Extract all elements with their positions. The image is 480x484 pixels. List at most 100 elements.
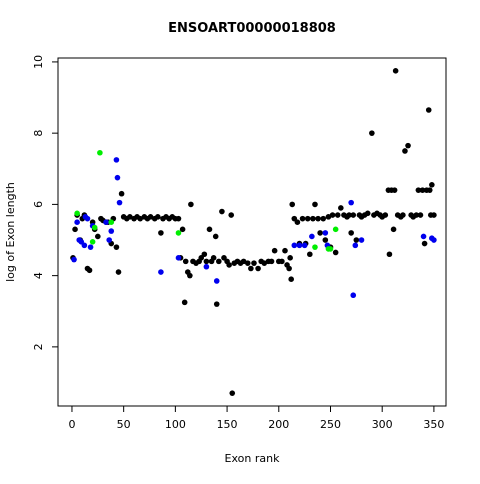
point (95, 233, 101, 240)
point (255, 265, 261, 272)
point (402, 148, 408, 154)
point (358, 237, 365, 243)
point (425, 107, 432, 113)
point (400, 212, 406, 218)
point (106, 237, 112, 243)
point (392, 68, 399, 74)
point (210, 255, 217, 261)
point (304, 215, 311, 222)
point (108, 219, 115, 226)
point (113, 244, 120, 250)
point (203, 258, 210, 265)
point (213, 301, 220, 307)
x-tick-label: 350 (423, 418, 444, 431)
point (206, 226, 213, 233)
point (282, 247, 288, 254)
y-tick-label: 4 (32, 272, 45, 279)
x-tick-label: 300 (372, 418, 393, 431)
point (251, 260, 257, 266)
chart-title: ENSOART00000018808 (168, 21, 336, 36)
point (352, 242, 359, 249)
x-axis-label: Exon rank (225, 452, 281, 465)
point (81, 242, 88, 249)
point (279, 258, 285, 265)
point (187, 272, 193, 279)
point (413, 212, 420, 218)
point (114, 174, 121, 181)
point (332, 226, 339, 233)
point (74, 219, 80, 226)
point (419, 187, 426, 193)
point (175, 215, 182, 222)
point (271, 247, 278, 254)
point (87, 244, 94, 250)
point (312, 201, 318, 208)
point (203, 263, 210, 270)
point (268, 258, 275, 265)
point (312, 244, 318, 250)
point (74, 210, 80, 217)
point (108, 228, 115, 234)
point (201, 251, 208, 258)
point (338, 205, 344, 211)
point (188, 201, 194, 208)
point (216, 258, 222, 265)
point (244, 260, 251, 266)
point (421, 240, 428, 247)
point (89, 238, 96, 245)
point (309, 233, 315, 240)
point (322, 230, 329, 236)
point (181, 299, 188, 306)
y-axis-label: log of Exon length (4, 182, 17, 282)
point (369, 130, 375, 136)
point (353, 237, 360, 243)
plot-frame (57, 57, 447, 407)
point (415, 187, 422, 193)
point (350, 212, 357, 218)
y-tick-label: 2 (32, 343, 45, 350)
point (287, 255, 293, 261)
point (72, 226, 78, 233)
x-tick-label: 100 (165, 418, 186, 431)
point (327, 246, 334, 252)
point (350, 292, 357, 299)
point (175, 255, 182, 261)
point (84, 215, 91, 222)
x-tick-label: 250 (320, 418, 341, 431)
point (315, 215, 321, 222)
point (213, 278, 220, 284)
point (346, 212, 352, 218)
point (405, 142, 411, 149)
point (154, 214, 161, 220)
point (317, 230, 323, 236)
point (212, 233, 219, 240)
point (219, 208, 225, 215)
point (364, 210, 371, 217)
point (229, 390, 236, 396)
point (301, 242, 308, 249)
point (116, 199, 123, 206)
point (113, 157, 120, 163)
point (291, 242, 298, 249)
point (429, 182, 435, 188)
x-tick-label: 150 (217, 418, 238, 431)
point (348, 230, 354, 236)
point (329, 212, 336, 218)
x-tick-label: 200 (268, 418, 289, 431)
point (322, 237, 329, 243)
point (382, 212, 389, 218)
point (320, 215, 327, 222)
x-tick-label: 50 (117, 418, 131, 431)
point (426, 187, 433, 193)
point (288, 276, 294, 282)
point (182, 258, 189, 265)
point (158, 230, 164, 236)
point (118, 190, 125, 197)
point (115, 269, 122, 275)
point (248, 265, 254, 272)
point (296, 242, 303, 249)
point (386, 251, 393, 258)
point (226, 262, 232, 268)
y-tick-label: 8 (32, 130, 45, 137)
